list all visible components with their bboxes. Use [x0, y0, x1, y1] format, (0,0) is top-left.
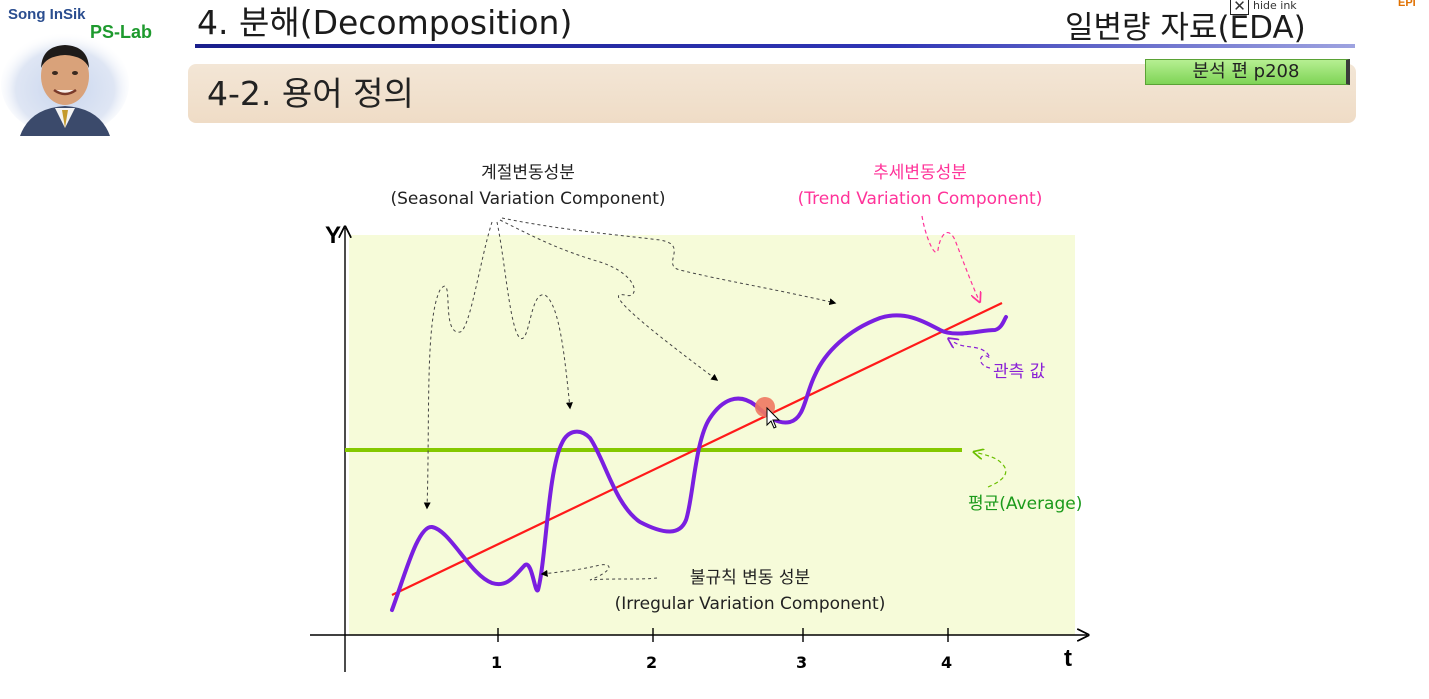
seasonal-label-en: (Seasonal Variation Component) [390, 189, 666, 209]
page-title: 4. 분해(Decomposition) [197, 3, 573, 42]
brand-lab-name: PS-Lab [90, 22, 153, 42]
seasonal-pointers [423, 217, 837, 510]
trend-label-ko: 추세변동성분 [873, 163, 967, 183]
title-underline [195, 44, 1355, 48]
mouse-pointer-icon [766, 406, 781, 429]
hide-ink-label: hide ink [1253, 0, 1297, 12]
irregular-label-ko: 불규칙 변동 성분 [689, 568, 811, 588]
trend-pointer [921, 215, 978, 298]
observed-label: 관측 값 [993, 362, 1046, 382]
plot-background [349, 235, 1075, 635]
avatar [1, 32, 129, 136]
x-axis-label: t [1064, 645, 1072, 672]
subject-title: 일변량 자료(EDA) [1065, 10, 1306, 46]
average-label: 평균(Average) [968, 494, 1083, 514]
corner-tag: EPI [1398, 0, 1416, 9]
brand-name: Song InSik [8, 6, 86, 23]
hide-ink-control[interactable]: ✕ hide ink [1230, 0, 1297, 15]
trend-label-en: (Trend Variation Component) [797, 189, 1043, 209]
average-pointer [978, 453, 1007, 488]
y-axis-label: Y [325, 222, 342, 249]
observed-pointer [952, 341, 992, 369]
page-ref-badge: 분석 편 p208 [1145, 59, 1350, 85]
observed-series [390, 313, 1008, 612]
x-tick-2-label: 2 [646, 653, 658, 672]
close-box-icon[interactable]: ✕ [1230, 0, 1249, 15]
irregular-label-en: (Irregular Variation Component) [614, 594, 886, 614]
section-title: 4-2. 용어 정의 [207, 74, 414, 113]
x-tick-1-label: 1 [491, 653, 503, 672]
seasonal-label-ko: 계절변동성분 [481, 163, 575, 183]
x-tick-3-label: 3 [796, 653, 808, 672]
x-tick-4-label: 4 [941, 653, 953, 672]
